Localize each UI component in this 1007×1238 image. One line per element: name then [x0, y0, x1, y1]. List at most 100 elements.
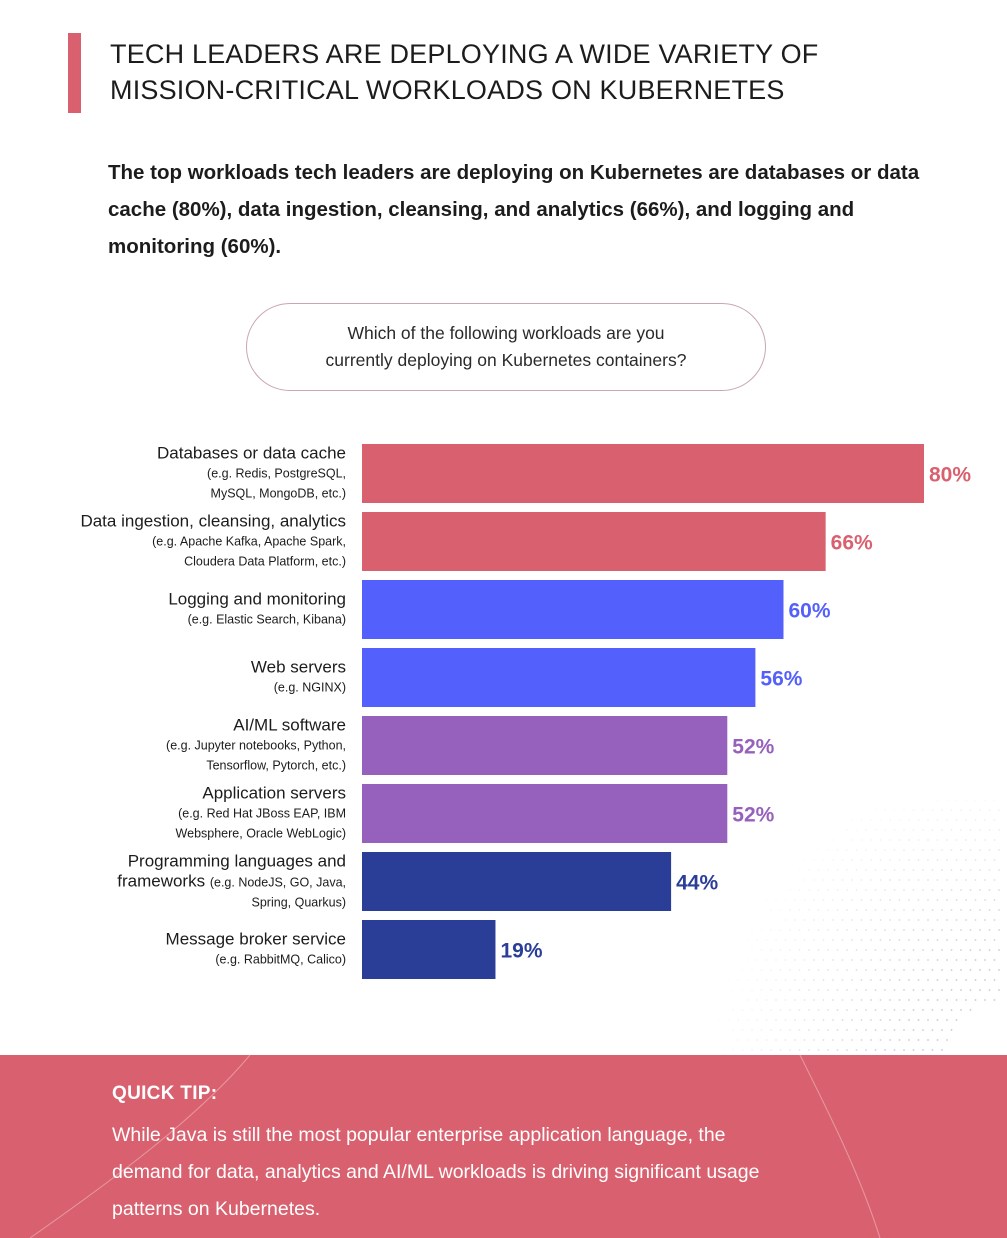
decor-dot [946, 899, 948, 901]
decor-dot [993, 959, 996, 961]
decor-dot [946, 1039, 948, 1041]
decor-dot [950, 849, 953, 851]
decor-dot [898, 859, 901, 861]
decor-dot [908, 879, 910, 881]
decor-dot [732, 1029, 734, 1031]
decor-dot [941, 969, 943, 971]
decor-dot [984, 979, 986, 981]
decor-dot [765, 939, 768, 941]
decor-dot [760, 1009, 763, 1011]
decor-dot [746, 1019, 749, 1021]
decor-dot [931, 1029, 934, 1031]
decor-dot [917, 800, 920, 801]
decor-dot [984, 959, 986, 961]
decor-dot [803, 1019, 806, 1021]
decor-dot [998, 929, 1000, 931]
decor-dot [808, 929, 810, 931]
decor-dot [998, 829, 1000, 831]
decor-dot [718, 1019, 720, 1021]
decor-dot [941, 909, 943, 911]
decor-dot [922, 909, 924, 911]
decor-dot [884, 869, 886, 871]
decor-dot [917, 859, 920, 861]
quick-tip-line-3: patterns on Kubernetes. [112, 1198, 321, 1220]
decor-dot [893, 909, 896, 911]
decor-dot [903, 989, 905, 991]
decor-dot [737, 1039, 739, 1041]
decor-dot [832, 999, 834, 1001]
decor-dot [912, 1009, 915, 1011]
decor-dot [798, 929, 801, 931]
decor-dot [946, 919, 948, 921]
decor-dot [756, 979, 758, 981]
decor-dot [870, 859, 872, 861]
decor-dot [870, 819, 872, 821]
value-label-5: 52% [732, 736, 774, 759]
decor-dot [817, 1049, 820, 1051]
decor-dot [874, 969, 877, 971]
decor-dot [960, 869, 962, 871]
decor-dot [789, 889, 791, 891]
decor-dot [974, 999, 977, 1001]
bar-2 [362, 512, 826, 571]
decor-dot [827, 949, 829, 951]
decor-dot [889, 1019, 891, 1021]
decor-dot [760, 969, 763, 971]
decor-dot [979, 969, 981, 971]
decor-dot [922, 889, 924, 891]
decor-dot [950, 809, 953, 811]
decor-dot [789, 1049, 791, 1051]
decor-dot [917, 879, 920, 881]
decor-dot [893, 949, 896, 951]
decor-dot [860, 939, 863, 941]
decor-dot [965, 819, 967, 821]
decor-dot [965, 939, 967, 941]
decor-dot [884, 949, 886, 951]
question-line-2: currently deploying on Kubernetes contai… [325, 350, 687, 370]
decor-dot [955, 1019, 958, 1021]
page-title: TECH LEADERS ARE DEPLOYING A WIDE VARIET… [110, 36, 970, 108]
decor-dot [789, 969, 791, 971]
decor-dot [879, 819, 882, 821]
decor-dot [827, 1029, 829, 1031]
decor-dot [941, 849, 943, 851]
decor-dot [898, 919, 901, 921]
decor-dot [756, 959, 758, 961]
decor-dot [779, 989, 782, 991]
decor-dot [737, 959, 739, 961]
decor-dot [855, 929, 858, 931]
decor-dot [760, 1049, 763, 1051]
decor-dot [974, 939, 977, 941]
decor-dot [984, 800, 986, 801]
decor-dot [798, 1009, 801, 1011]
decor-dot [770, 949, 772, 951]
decor-dot [974, 919, 977, 921]
decor-dot [993, 919, 996, 921]
decor-dot [827, 829, 829, 831]
decor-dot [841, 919, 844, 921]
decor-dot [965, 979, 967, 981]
decor-dot [765, 999, 768, 1001]
decor-dot [813, 899, 815, 901]
decor-dot [822, 1019, 825, 1021]
decor-dot [984, 999, 986, 1001]
decor-dot [860, 919, 863, 921]
category-example-2-2: Cloudera Data Platform, etc.) [184, 555, 346, 569]
decor-dot [855, 829, 858, 831]
decor-dot [960, 829, 962, 831]
decor-dot [946, 959, 948, 961]
decor-dot [789, 949, 791, 951]
category-label-1: Databases or data cache [157, 444, 346, 463]
decor-dot [893, 969, 896, 971]
decor-dot [770, 969, 772, 971]
decor-dot [979, 989, 981, 991]
decor-dot [950, 989, 953, 991]
decor-dot [817, 989, 820, 991]
decor-dot [765, 959, 768, 961]
decor-dot [817, 929, 820, 931]
decor-dot [879, 879, 882, 881]
decor-dot [879, 979, 882, 981]
decor-dot [855, 889, 858, 891]
decor-dot [927, 939, 929, 941]
decor-dot [760, 989, 763, 991]
